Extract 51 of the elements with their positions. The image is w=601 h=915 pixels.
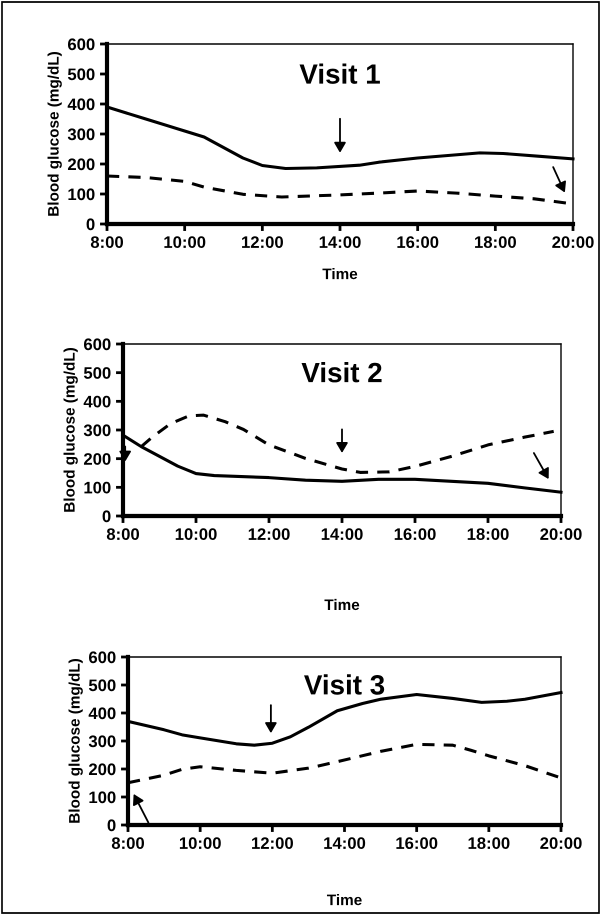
y-tick-label: 600: [84, 338, 111, 350]
y-axis-title: Blood glucose (mg/dL): [64, 348, 78, 512]
x-tick-label: 20:00: [540, 837, 582, 850]
y-tick-label: 100: [84, 482, 111, 494]
y-tick-label: 100: [89, 791, 116, 804]
y-tick-label: 600: [68, 38, 95, 50]
y-axis-title: Blood glucose (mg/dL): [68, 659, 83, 823]
x-tick-label: 10:00: [164, 236, 206, 248]
y-tick-label: 400: [68, 98, 95, 110]
x-tick-label: 20:00: [540, 528, 582, 540]
x-tick-label: 14:00: [320, 236, 361, 248]
y-tick-label: 200: [68, 158, 95, 170]
y-tick-label: 500: [84, 367, 111, 379]
y-axis-title: Blood glucose (mg/dL): [48, 52, 62, 216]
x-tick-label: 8:00: [90, 236, 123, 248]
y-tick-label: 500: [88, 679, 116, 692]
x-tick-label: 10:00: [180, 837, 221, 850]
y-tick-label: 200: [88, 763, 116, 776]
x-tick-label: 18:00: [468, 837, 510, 850]
x-tick-label: 18:00: [475, 236, 516, 248]
y-tick-label: 600: [89, 651, 116, 664]
x-tick-label: 8:00: [112, 837, 144, 850]
chart-title: Visit 3: [304, 674, 384, 695]
x-axis-title: Time: [326, 894, 362, 906]
x-tick-label: 12:00: [248, 528, 290, 540]
y-tick-label: 300: [68, 128, 95, 140]
x-tick-label: 16:00: [394, 528, 436, 540]
y-tick-label: 400: [88, 707, 116, 720]
x-tick-label: 10:00: [176, 528, 217, 540]
y-tick-label: 0: [86, 218, 95, 230]
x-tick-label: 14:00: [324, 837, 366, 850]
y-tick-label: 500: [68, 68, 95, 80]
x-axis-title: Time: [324, 598, 360, 610]
text: Visit 1: [300, 63, 380, 84]
y-tick-label: 0: [102, 510, 111, 522]
y-tick-label: 200: [84, 453, 111, 465]
y-tick-label: 300: [84, 424, 111, 436]
x-tick-label: 12:00: [242, 236, 283, 248]
y-tick-label: 400: [84, 396, 111, 408]
x-tick-label: 8:00: [106, 528, 139, 540]
y-tick-label: 100: [68, 188, 95, 200]
x-tick-label: 16:00: [396, 837, 438, 850]
x-tick-label: 14:00: [322, 528, 363, 540]
x-tick-label: 18:00: [468, 528, 509, 540]
y-tick-label: 0: [108, 819, 116, 832]
x-tick-label: 16:00: [397, 236, 438, 248]
text: Visit 2: [302, 362, 382, 382]
x-axis-title: Time: [322, 268, 358, 280]
x-tick-label: 20:00: [552, 236, 594, 248]
y-tick-label: 300: [88, 735, 116, 748]
x-tick-label: 12:00: [252, 837, 293, 850]
